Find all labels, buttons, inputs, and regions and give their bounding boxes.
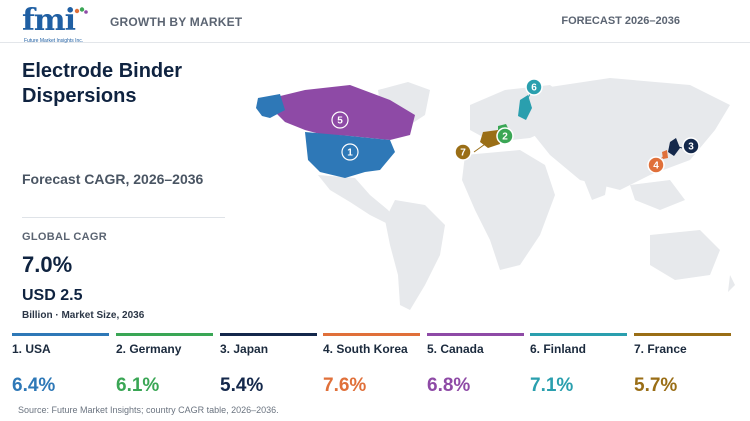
market-size-value: USD 2.5 [22,287,83,304]
map-marker-1 [341,143,359,161]
landmass-new-zealand [728,275,735,292]
country-finland [518,95,532,120]
country-cagr-value: 5.4% [220,375,264,396]
country-color-bar [220,333,317,336]
landmass-india [582,160,610,200]
map-marker-label: 7 [460,148,466,159]
country-japan [668,138,680,156]
market-size-note: Billion · Market Size, 2036 [22,310,145,321]
logo-dots-icon [74,7,88,14]
country-cagr-value: 7.6% [323,375,367,396]
country-column-canada: 5. Canada 6.8% [427,333,524,403]
landmass-asia [530,78,730,190]
world-landmass [318,78,735,310]
map-marker-label: 2 [502,132,508,143]
map-marker-label: 3 [688,142,694,153]
global-cagr-value: 7.0% [22,252,73,277]
country-markers: 1 2 3 4 5 6 7 [331,78,700,174]
country-column-south-korea: 4. South Korea 7.6% [323,333,420,403]
map-marker-2 [496,127,514,145]
country-color-bar [427,333,524,336]
map-marker-7 [454,143,472,161]
country-alaska-usa [256,94,285,118]
fmi-logo: fmi Future Market Insights Inc. [22,5,92,45]
forecast-cagr-label: Forecast CAGR, 2026–2036 [22,171,204,187]
country-column-usa: 1. USA 6.4% [12,333,109,403]
country-color-bar [116,333,213,336]
country-color-bar [323,333,420,336]
country-france [480,130,500,148]
country-cagr-value: 6.1% [116,375,160,396]
top-bar: fmi Future Market Insights Inc. GROWTH B… [0,0,750,45]
country-name: 5. Canada [427,342,484,356]
landmass-southeast-asia [630,180,685,210]
world-map: 1 2 3 4 5 6 7 [256,78,735,310]
map-marker-label: 1 [347,148,353,159]
landmass-australia [650,230,720,280]
map-marker-6 [525,78,543,96]
country-name: 1. USA [12,342,51,356]
global-cagr-label: GLOBAL CAGR [22,231,107,243]
map-marker-label: 6 [531,83,537,94]
map-marker-4 [647,156,665,174]
country-column-finland: 6. Finland 7.1% [530,333,627,403]
map-marker-3 [682,137,700,155]
country-color-bar [12,333,109,336]
map-marker-5 [331,111,349,129]
divider [22,217,225,218]
page-title: Electrode Binder Dispersions [22,60,183,107]
country-name: 4. South Korea [323,342,408,356]
map-marker-label: 5 [337,116,343,127]
country-column-germany: 2. Germany 6.1% [116,333,213,403]
country-cagr-value: 6.8% [427,375,471,396]
country-name: 6. Finland [530,342,587,356]
growth-by-market-label: GROWTH BY MARKET [110,15,243,29]
forecast-period-label: FORECAST 2026–2036 [561,15,680,27]
landmass-africa [462,150,555,270]
country-column-japan: 3. Japan 5.4% [220,333,317,403]
country-cagr-table: 1. USA 6.4% 2. Germany 6.1% 3. Japan 5.4… [12,333,737,403]
logo-wordmark: fmi [22,3,76,38]
country-name: 2. Germany [116,342,182,356]
country-cagr-value: 6.4% [12,375,56,396]
map-marker-label: 4 [653,161,659,172]
landmass-south-america [385,200,445,310]
source-note: Source: Future Market Insights; country … [18,405,279,415]
landmass-mexico-central-america [318,175,398,225]
logo-subtext: Future Market Insights Inc. [24,38,84,44]
country-cagr-value: 7.1% [530,375,574,396]
country-color-bar [634,333,731,336]
leader-line-france [473,141,489,153]
country-cagr-value: 5.7% [634,375,678,396]
country-name: 3. Japan [220,342,269,356]
country-column-france: 7. France 5.7% [634,333,731,403]
country-name: 7. France [634,342,687,356]
leader-line-japan [674,145,683,149]
country-color-bar [530,333,627,336]
